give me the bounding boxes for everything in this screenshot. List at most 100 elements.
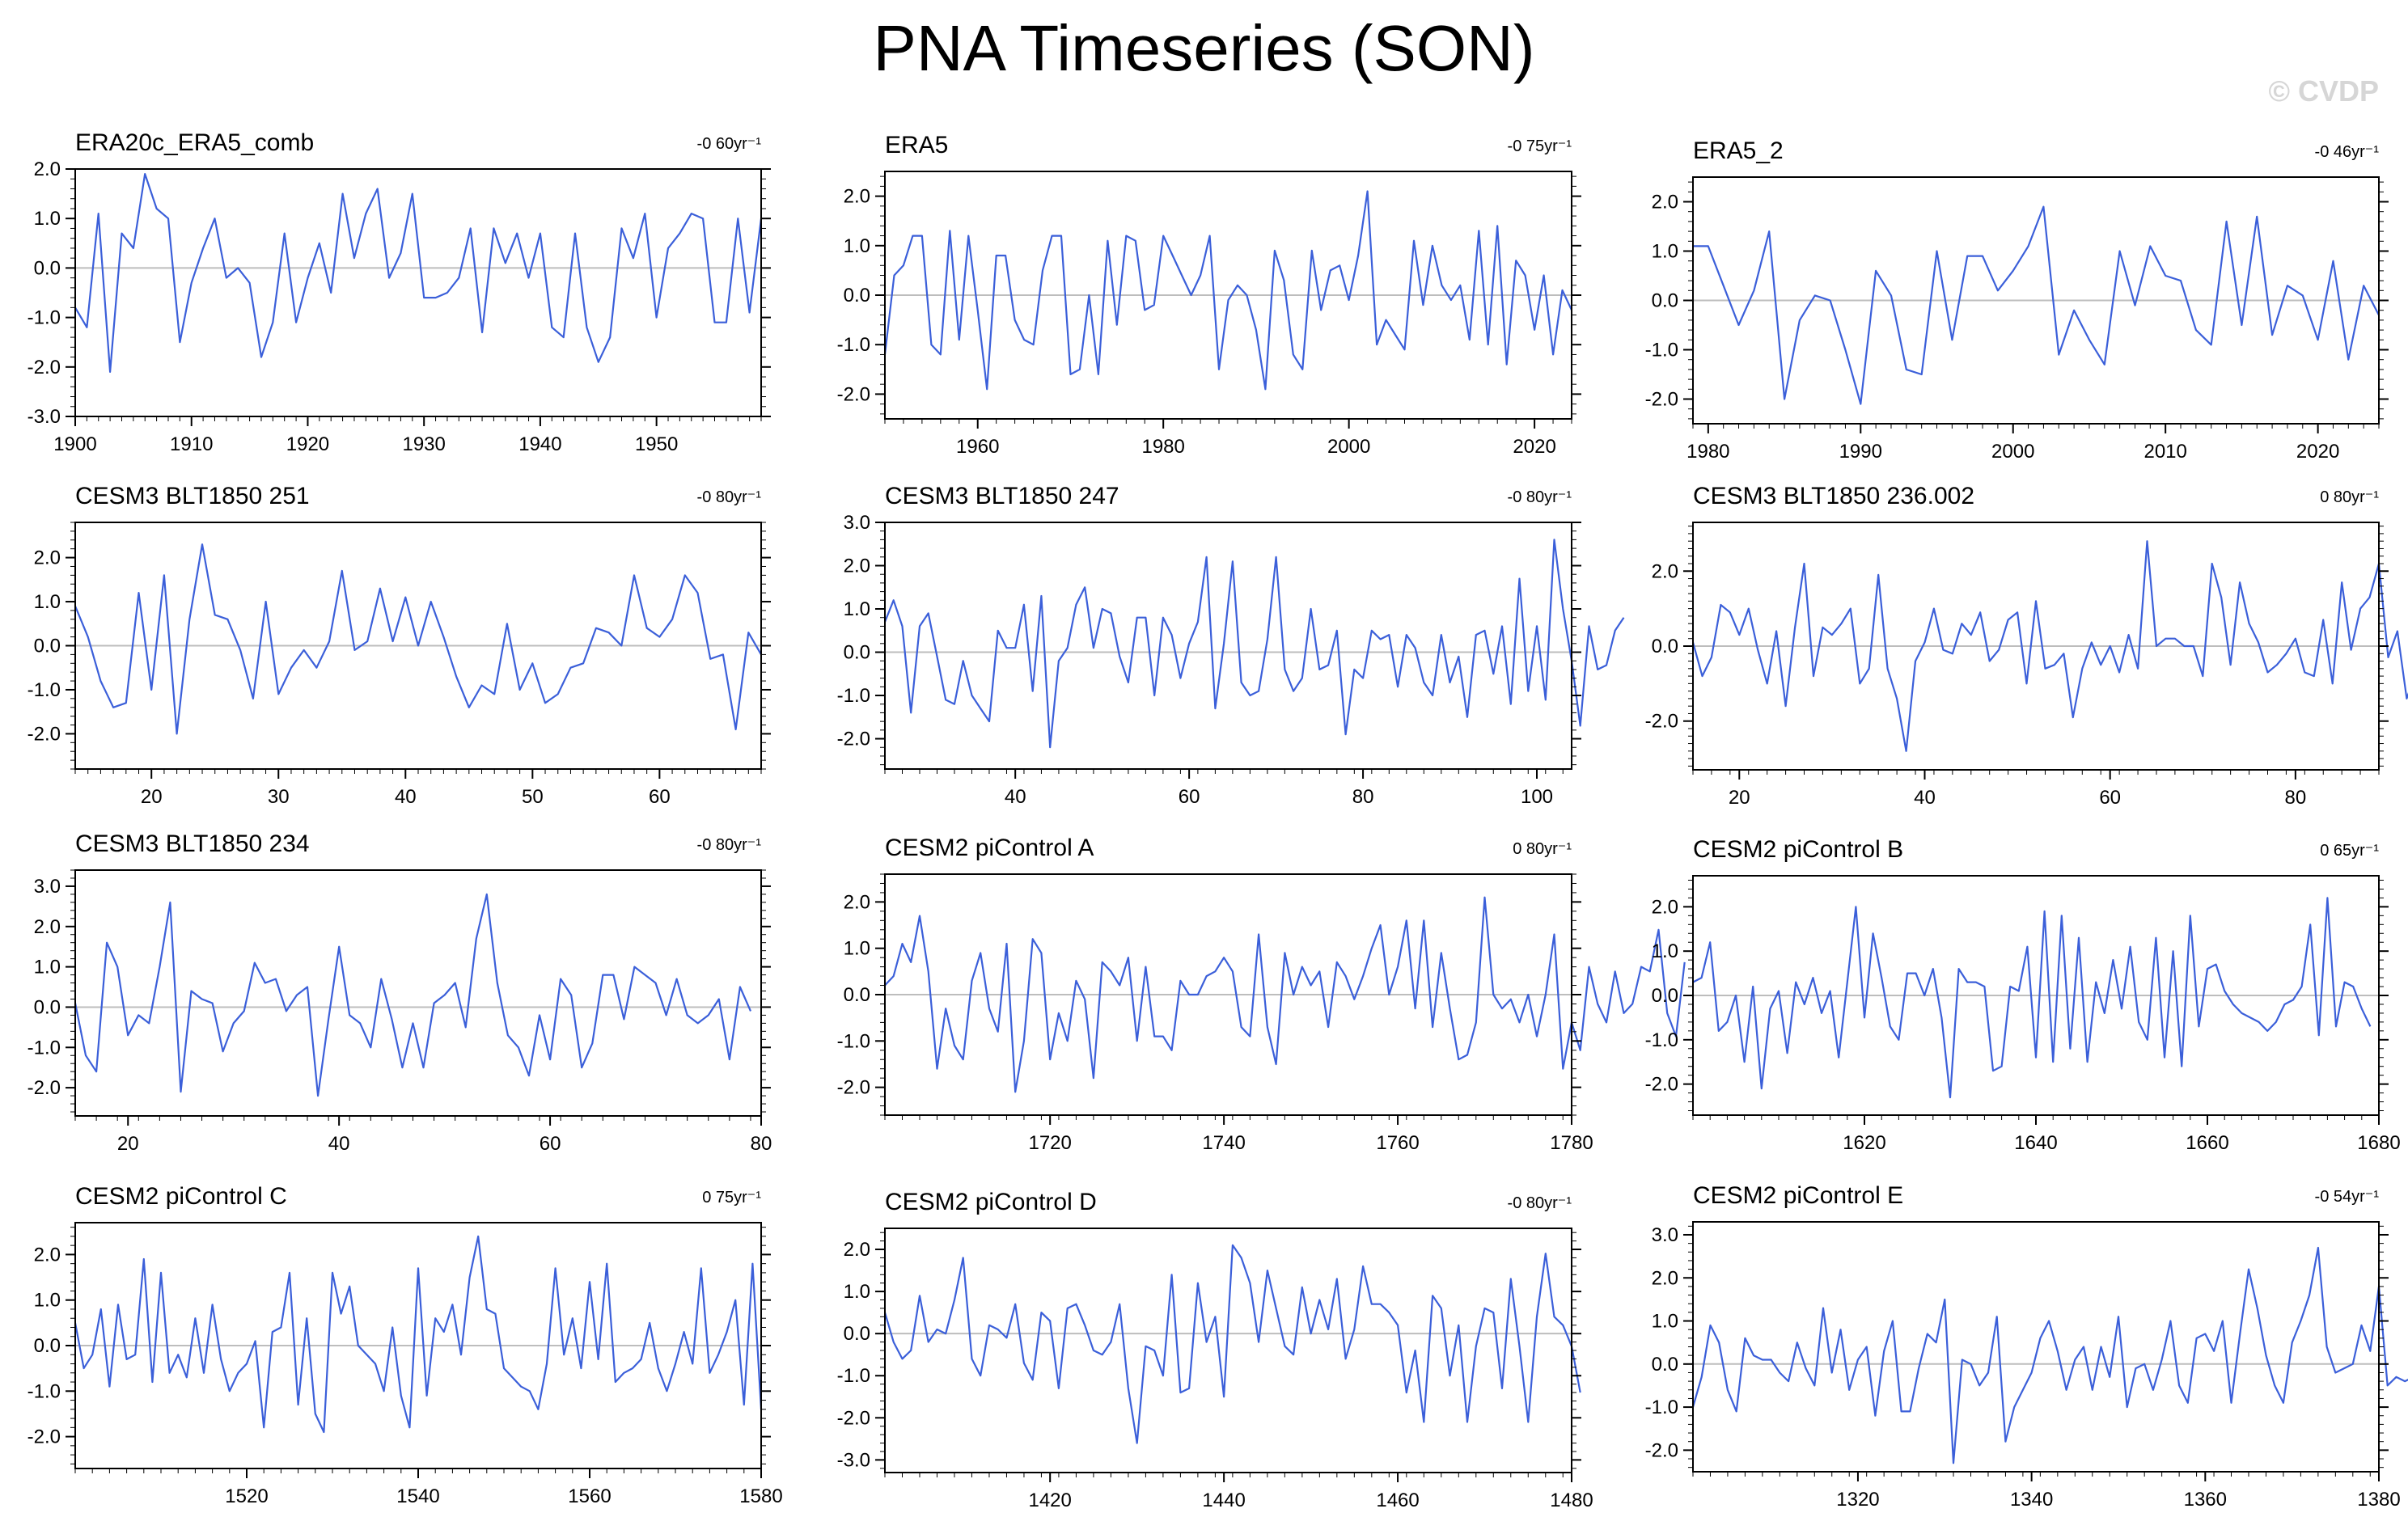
panel-4: CESM3 BLT1850 251 -0 80yr⁻¹ 20 30 40 50 60 -2.0… bbox=[28, 483, 771, 808]
x-tick-label: 60 bbox=[649, 786, 671, 808]
y-tick-label: -1.0 bbox=[28, 1037, 61, 1059]
y-tick-label: 1.0 bbox=[34, 591, 61, 613]
y-tick-label: -1.0 bbox=[1645, 340, 1678, 361]
series-line bbox=[883, 1244, 1581, 1444]
x-tick-label: 1540 bbox=[396, 1485, 439, 1507]
y-tick-label: 2.0 bbox=[1652, 896, 1678, 918]
y-tick-label: 2.0 bbox=[1652, 192, 1678, 213]
panel-title: CESM2 piControl B bbox=[1693, 836, 1903, 863]
x-tick-label: 50 bbox=[522, 786, 544, 808]
y-tick-label: 2.0 bbox=[844, 1239, 870, 1261]
panel-title: ERA5 bbox=[885, 132, 948, 158]
y-tick-label: 2.0 bbox=[34, 547, 61, 569]
x-tick-label: 1760 bbox=[1376, 1132, 1419, 1154]
x-tick-label: 1990 bbox=[1839, 441, 1882, 463]
y-tick-label: 1.0 bbox=[34, 208, 61, 230]
x-tick-label: 1910 bbox=[170, 433, 213, 455]
plot-frame bbox=[884, 1228, 1572, 1473]
x-tick-label: 100 bbox=[1521, 786, 1553, 808]
panel-10: CESM2 piControl C 0 75yr⁻¹ 1520 1540 1560 158… bbox=[28, 1183, 783, 1507]
x-tick-label: 20 bbox=[1729, 787, 1750, 809]
panel-title: CESM3 BLT1850 236.002 bbox=[1693, 483, 1974, 509]
y-tick-label: -1.0 bbox=[837, 685, 870, 707]
plot-frame bbox=[884, 522, 1572, 770]
y-tick-label: -1.0 bbox=[28, 679, 61, 701]
x-tick-label: 1420 bbox=[1028, 1490, 1071, 1511]
x-tick-label: 1660 bbox=[2186, 1132, 2228, 1154]
x-tick-label: 1950 bbox=[635, 433, 678, 455]
y-tick-label: -3.0 bbox=[837, 1449, 870, 1471]
y-tick-label: -3.0 bbox=[28, 406, 61, 428]
y-tick-label: -2.0 bbox=[28, 723, 61, 745]
series-line bbox=[74, 1235, 763, 1434]
y-tick-label: 1.0 bbox=[34, 1290, 61, 1312]
y-tick-label: 0.0 bbox=[34, 996, 61, 1018]
panel-title: CESM2 piControl C bbox=[75, 1183, 287, 1210]
y-tick-label: -1.0 bbox=[837, 1365, 870, 1387]
x-tick-label: 1340 bbox=[2010, 1489, 2053, 1511]
panel-9: CESM2 piControl B 0 65yr⁻¹ 1620 1640 1660 168… bbox=[1645, 836, 2401, 1154]
x-tick-label: 1680 bbox=[2357, 1132, 2400, 1154]
x-tick-label: 1980 bbox=[1141, 436, 1184, 458]
x-tick-label: 80 bbox=[1352, 786, 1374, 808]
trend-label: -0 75yr⁻¹ bbox=[1508, 137, 1572, 155]
plot-frame bbox=[74, 168, 762, 417]
y-tick-label: 3.0 bbox=[34, 876, 61, 898]
y-tick-label: 3.0 bbox=[1652, 1224, 1678, 1246]
x-tick-label: 80 bbox=[2285, 787, 2307, 809]
panel-title: CESM3 BLT1850 234 bbox=[75, 830, 310, 857]
y-tick-label: 2.0 bbox=[844, 556, 870, 577]
panel-12: CESM2 piControl E -0 54yr⁻¹ 1320 1340 1360 13… bbox=[1645, 1182, 2408, 1511]
x-tick-label: 1640 bbox=[2014, 1132, 2057, 1154]
y-tick-label: 1.0 bbox=[1652, 241, 1678, 263]
panel-title: CESM2 piControl E bbox=[1693, 1182, 1903, 1209]
trend-label: 0 75yr⁻¹ bbox=[702, 1189, 761, 1206]
y-tick-label: -2.0 bbox=[1645, 1439, 1678, 1461]
x-tick-label: 60 bbox=[2099, 787, 2121, 809]
y-tick-label: -1.0 bbox=[1645, 1397, 1678, 1418]
x-tick-label: 2000 bbox=[1327, 436, 1370, 458]
y-tick-label: 2.0 bbox=[844, 891, 870, 913]
x-tick-label: 1920 bbox=[286, 433, 329, 455]
y-tick-label: 0.0 bbox=[34, 1335, 61, 1357]
trend-label: -0 54yr⁻¹ bbox=[2315, 1188, 2380, 1206]
y-tick-label: 0.0 bbox=[34, 636, 61, 657]
x-tick-label: 20 bbox=[141, 786, 163, 808]
y-tick-label: -1.0 bbox=[28, 307, 61, 329]
x-tick-label: 1720 bbox=[1028, 1132, 1071, 1154]
y-tick-label: 2.0 bbox=[34, 158, 61, 180]
y-tick-label: -1.0 bbox=[837, 1030, 870, 1052]
y-tick-label: 2.0 bbox=[34, 1244, 61, 1266]
y-tick-label: 0.0 bbox=[1652, 985, 1678, 1007]
x-tick-label: 40 bbox=[1005, 786, 1026, 808]
x-tick-label: 40 bbox=[1914, 787, 1936, 809]
y-tick-label: -2.0 bbox=[837, 383, 870, 405]
y-tick-label: -1.0 bbox=[1645, 1029, 1678, 1051]
x-tick-label: 1360 bbox=[2184, 1489, 2227, 1511]
trend-label: 0 65yr⁻¹ bbox=[2320, 842, 2379, 860]
y-tick-label: -2.0 bbox=[837, 1077, 870, 1099]
panel-5: CESM3 BLT1850 247 -0 80yr⁻¹ 40 60 80 100 -2.0 -… bbox=[837, 483, 1625, 808]
y-tick-label: 1.0 bbox=[844, 598, 870, 620]
trend-label: -0 80yr⁻¹ bbox=[1508, 1194, 1572, 1212]
x-tick-label: 1460 bbox=[1376, 1490, 1419, 1511]
x-tick-label: 1620 bbox=[1843, 1132, 1885, 1154]
x-tick-label: 1440 bbox=[1202, 1490, 1245, 1511]
y-tick-label: 3.0 bbox=[844, 512, 870, 534]
x-tick-label: 2010 bbox=[2144, 441, 2186, 463]
y-tick-label: -1.0 bbox=[837, 334, 870, 356]
x-tick-label: 2020 bbox=[1513, 436, 1555, 458]
series-line bbox=[74, 173, 763, 373]
x-tick-label: 1780 bbox=[1550, 1132, 1593, 1154]
y-tick-label: -2.0 bbox=[1645, 389, 1678, 411]
panel-3: ERA5_2 -0 46yr⁻¹ 1980 1990 2000 2010 2020 -2.0 -… bbox=[1645, 137, 2389, 463]
x-tick-label: 2020 bbox=[2296, 441, 2339, 463]
figure-title: PNA Timeseries (SON) bbox=[873, 12, 1535, 84]
panel-title: CESM2 piControl A bbox=[885, 835, 1094, 861]
y-tick-label: 0.0 bbox=[1652, 636, 1678, 657]
panel-title: CESM3 BLT1850 251 bbox=[75, 483, 310, 509]
series-line bbox=[74, 893, 752, 1097]
y-tick-label: -2.0 bbox=[28, 1077, 61, 1099]
y-tick-label: 0.0 bbox=[1652, 290, 1678, 312]
x-tick-label: 60 bbox=[1179, 786, 1200, 808]
